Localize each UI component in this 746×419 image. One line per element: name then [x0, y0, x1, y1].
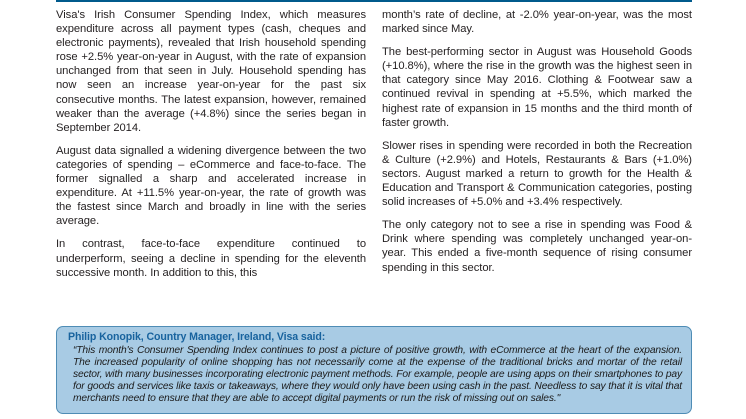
- paragraph: August data signalled a widening diverge…: [56, 144, 366, 228]
- paragraph: month’s rate of decline, at -2.0% year-o…: [382, 9, 692, 36]
- paragraph: The best-performing sector in August was…: [382, 46, 692, 129]
- two-column-body: Visa's Irish Consumer Spending Index, wh…: [56, 8, 692, 280]
- pull-quote-box: Philip Konopik, Country Manager, Ireland…: [56, 326, 692, 414]
- paragraph: In contrast, face-to-face expenditure co…: [56, 238, 366, 279]
- paragraph: Slower rises in spending were recorded i…: [382, 139, 692, 209]
- paragraph: Visa's Irish Consumer Spending Index, wh…: [56, 9, 366, 134]
- quote-text: “This month's Consumer Spending Index co…: [73, 345, 682, 405]
- header-divider-rule: [56, 0, 692, 2]
- right-text-column: month’s rate of decline, at -2.0% year-o…: [382, 8, 692, 280]
- paragraph: The only category not to see a rise in s…: [382, 219, 692, 274]
- left-text-column: Visa's Irish Consumer Spending Index, wh…: [56, 8, 366, 280]
- quote-attribution-heading: Philip Konopik, Country Manager, Ireland…: [68, 331, 326, 343]
